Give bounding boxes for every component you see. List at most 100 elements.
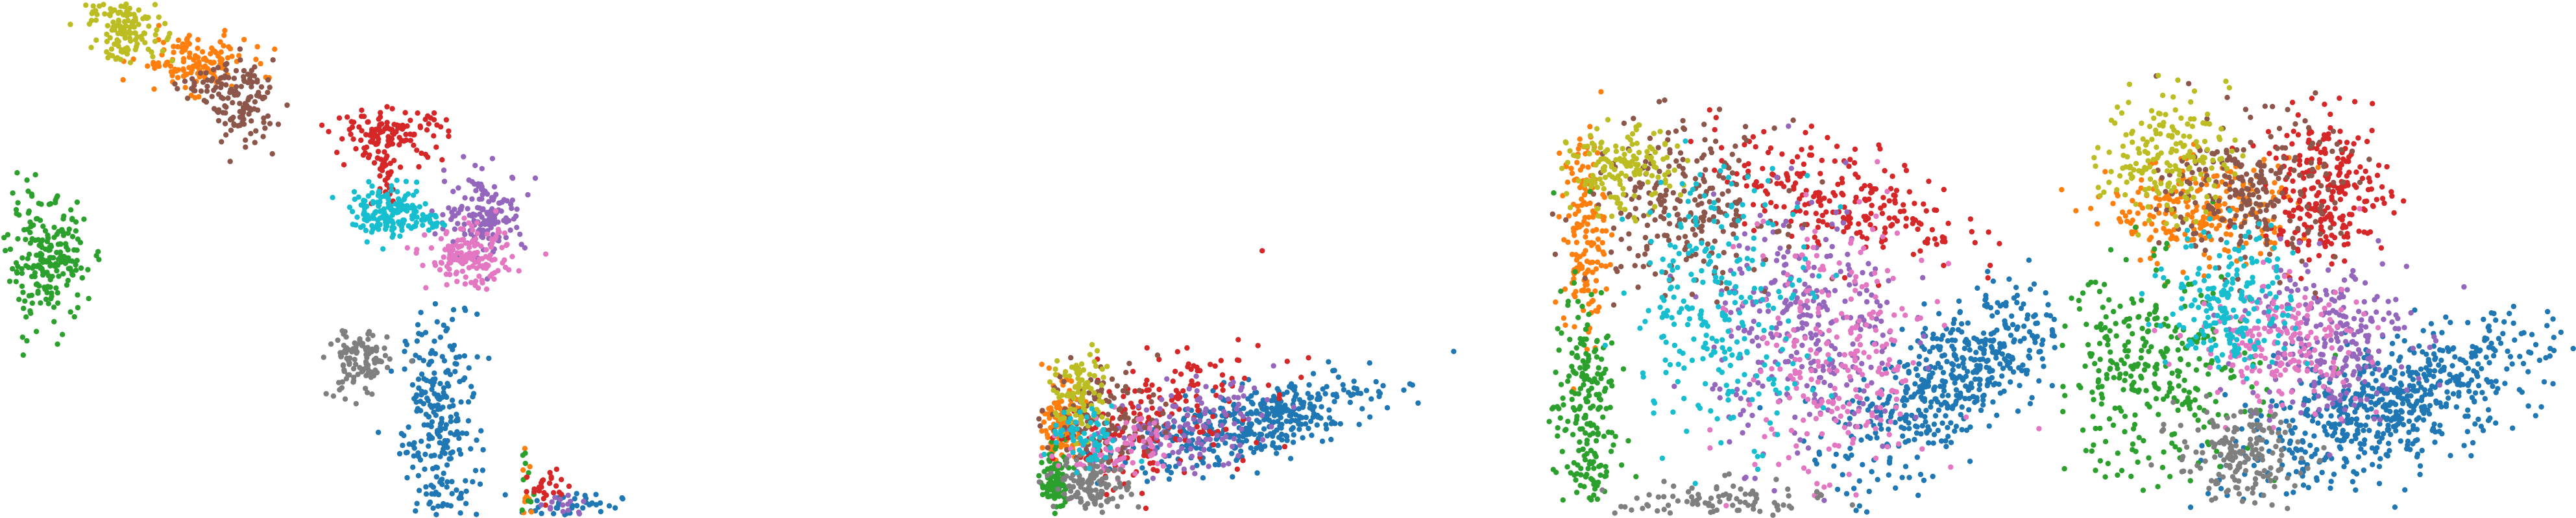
scatter-point-p1-s5 [481, 218, 488, 224]
scatter-point-p1-s4 [384, 119, 390, 125]
scatter-point-p3-s5 [1850, 341, 1856, 347]
scatter-point-p3-s5 [1804, 383, 1810, 389]
scatter-point-p1-s4 [365, 119, 371, 125]
scatter-point-p2-s9 [1093, 363, 1099, 369]
scatter-point-p3-s1 [1949, 361, 1955, 367]
scatter-point-p1-s4 [401, 138, 407, 144]
scatter-point-p3-s6 [1647, 200, 1653, 206]
scatter-point-p1-s1 [417, 399, 424, 404]
scatter-point-p3-s5 [1799, 342, 1805, 349]
scatter-point-p1-s1 [434, 465, 441, 471]
scatter-point-p3-s7 [1853, 274, 1859, 280]
scatter-point-p2-s8 [1075, 489, 1080, 495]
scatter-point-p3-s4 [1769, 171, 1775, 177]
scatter-point-p1-s7 [502, 230, 508, 236]
scatter-point-p3-s5 [1785, 358, 1792, 365]
scatter-point-p3-s1 [1915, 373, 1921, 378]
scatter-point-p1-s3 [29, 292, 35, 299]
scatter-point-p2-s1 [1318, 404, 1324, 410]
scatter-point-p3-s7 [1873, 294, 1878, 300]
scatter-point-p1-s3 [51, 225, 57, 230]
scatter-point-p3-s4 [1768, 145, 1774, 151]
scatter-point-p3-s1 [1914, 454, 1920, 460]
scatter-point-p1-s2 [180, 58, 187, 65]
scatter-point-p2-s5 [1264, 397, 1270, 403]
scatter-point-p2-s4 [1149, 382, 1155, 388]
scatter-point-p2-s4 [1149, 405, 1156, 411]
scatter-point-p1-s3 [55, 290, 61, 296]
scatter-point-p1-s2 [175, 43, 181, 50]
scatter-point-p3-s3 [1602, 473, 1608, 480]
scatter-point-p3-s2 [1596, 304, 1602, 310]
scatter-point-p3-s2 [1562, 322, 1568, 328]
scatter-point-p1-s3 [29, 300, 35, 306]
scatter-point-p1-s7 [431, 260, 438, 266]
scatter-point-p2-s9 [1081, 402, 1087, 408]
scatter-point-p1-s1 [396, 450, 403, 457]
scatter-point-p1-s3 [47, 284, 53, 290]
scatter-point-p1-s7 [470, 254, 476, 260]
scatter-point-p3-s6 [1734, 201, 1740, 206]
scatter-point-p3-s3 [1620, 366, 1627, 372]
scatter-point-p3-s3 [1588, 405, 1594, 411]
scatter-point-p2-s7 [1138, 415, 1144, 422]
scatter-point-p3-s1 [1921, 396, 1928, 402]
scatter-point-p1-s3 [26, 208, 32, 214]
scatter-point-p3-s1 [2052, 345, 2058, 351]
scatter-point-p3-s7 [1797, 356, 1803, 363]
scatter-point-p3-s5 [1884, 299, 1890, 305]
scatter-point-p1-s3 [55, 341, 60, 347]
scatter-point-p1-s3 [38, 300, 43, 306]
scatter-point-p1-s6 [249, 118, 254, 124]
scatter-point-p1-s6 [227, 158, 233, 164]
scatter-point-p3-s5 [1880, 443, 1886, 449]
scatter-point-p3-s1 [1990, 278, 1997, 284]
scatter-point-p2-s9 [1087, 371, 1093, 378]
scatter-point-p3-s1 [1945, 393, 1951, 399]
scatter-point-p2-s9 [1052, 366, 1058, 372]
scatter-point-p3-s2 [1595, 244, 1601, 250]
scatter-point-p2-s5 [1233, 406, 1240, 412]
scatter-point-p3-s1 [1945, 425, 1950, 430]
scatter-point-p3-s7 [1849, 269, 1854, 275]
scatter-point-p2-s6 [1105, 412, 1112, 417]
scatter-point-p3-s6 [1676, 163, 1683, 169]
scatter-point-p2-s4 [1223, 426, 1229, 432]
scatter-point-p1-s7 [446, 271, 453, 278]
scatter-point-p1-s1 [437, 424, 443, 430]
scatter-point-p1-s4 [416, 164, 422, 170]
scatter-point-p3-s4 [1825, 134, 1830, 141]
scatter-point-p1-s10 [369, 183, 375, 189]
scatter-point-p3-s7 [1864, 383, 1870, 389]
scatter-point-p3-s1 [2043, 312, 2050, 318]
scatter-point-p3-s1 [1994, 310, 2000, 315]
scatter-point-p1-s10 [376, 227, 382, 232]
scatter-point-p2-s4 [1298, 375, 1304, 380]
scatter-point-p3-s1 [1865, 434, 1871, 439]
scatter-point-p1-s1 [598, 509, 604, 515]
scatter-point-p2-s4 [1197, 367, 1203, 374]
scatter-point-p2-s1 [1309, 394, 1315, 401]
scatter-point-p1-s6 [198, 88, 204, 94]
scatter-point-p1-s4 [394, 122, 400, 128]
scatter-point-p2-s8 [1097, 478, 1102, 484]
scatter-point-p3-s3 [1598, 397, 1604, 402]
scatter-point-p1-s8 [342, 396, 348, 402]
scatter-point-p3-s1 [1980, 330, 1987, 336]
scatter-point-p1-s8 [365, 336, 371, 342]
scatter-point-p3-s1 [1899, 327, 1905, 332]
scatter-point-p3-s4 [1941, 186, 1947, 193]
scatter-point-p1-s10 [377, 221, 383, 228]
scatter-point-p3-s6 [1698, 215, 1704, 221]
scatter-point-p3-s2 [1556, 214, 1562, 220]
scatter-point-p3-s1 [1967, 424, 1973, 430]
scatter-point-p3-s1 [1816, 449, 1822, 455]
scatter-point-p3-s7 [1864, 322, 1869, 328]
scatter-point-p3-s3 [1601, 388, 1608, 394]
scatter-point-p3-s1 [2015, 324, 2021, 330]
scatter-point-p3-s7 [1875, 390, 1880, 396]
scatter-point-p1-s10 [397, 233, 403, 239]
scatter-point-p3-s7 [1886, 432, 1892, 438]
scatter-point-p1-s4 [383, 155, 389, 162]
scatter-point-p3-s6 [1655, 233, 1660, 239]
